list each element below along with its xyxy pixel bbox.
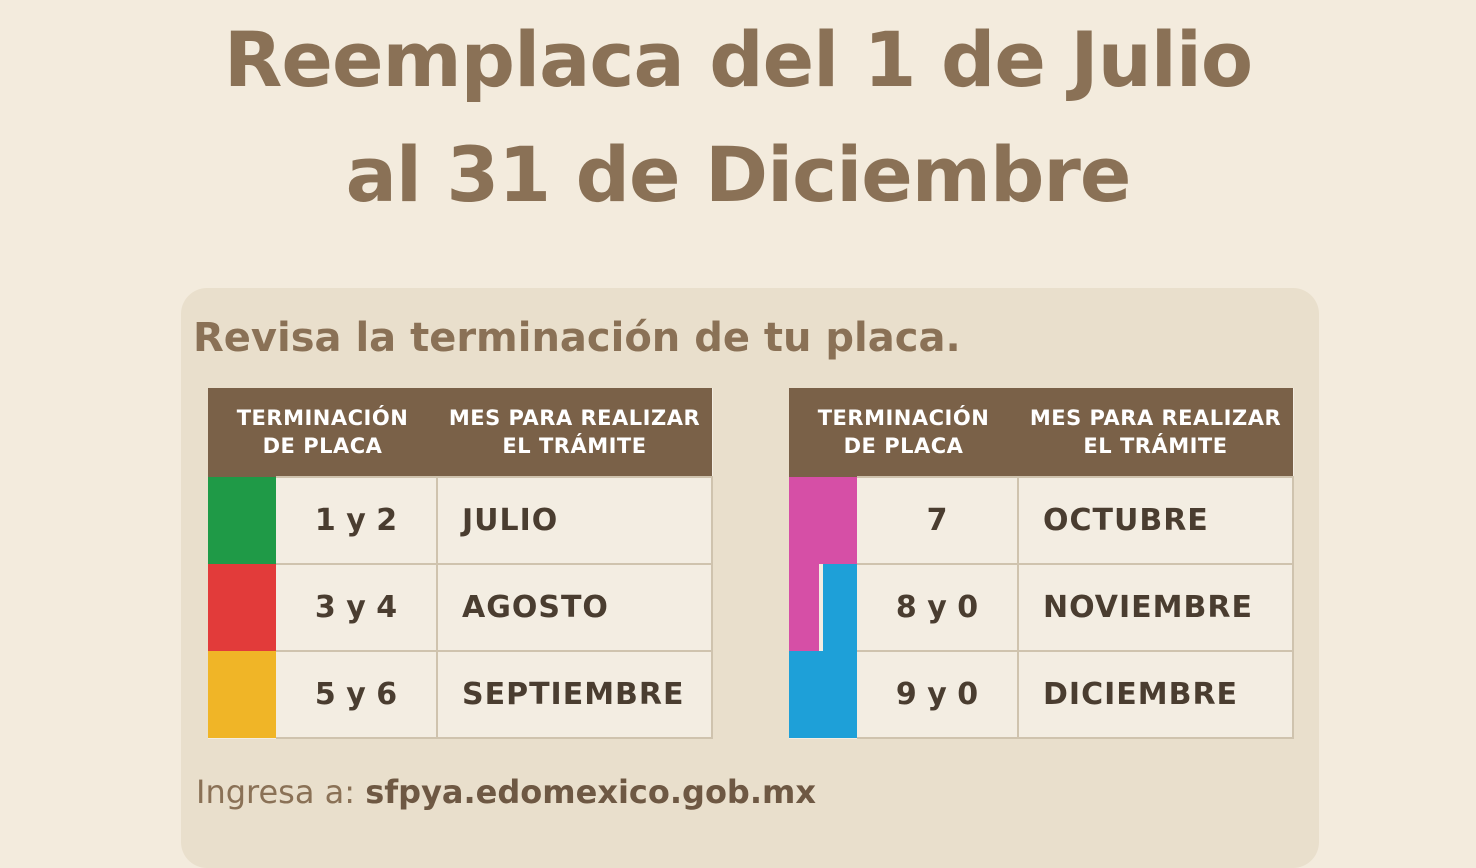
table-row: 7 OCTUBRE	[789, 476, 1294, 565]
color-swatch-part	[789, 564, 819, 651]
month-name: NOVIEMBRE	[1018, 563, 1294, 652]
table-header-row: TERMINACIÓN DE PLACA MES PARA REALIZAR E…	[789, 388, 1293, 477]
month-name: OCTUBRE	[1018, 476, 1294, 565]
month-name: JULIO	[437, 476, 713, 565]
table-row: 5 y 6 SEPTIEMBRE	[208, 650, 713, 739]
header-mes-line2: EL TRÁMITE	[502, 434, 647, 458]
plate-digits: 3 y 4	[276, 563, 438, 652]
plate-digits: 8 y 0	[857, 563, 1019, 652]
header-terminacion-line2: DE PLACA	[843, 434, 964, 458]
header-terminacion-line1: TERMINACIÓN	[817, 406, 990, 430]
title-line-1: Reemplaca del 1 de Julio	[223, 15, 1253, 104]
plate-digits: 9 y 0	[857, 650, 1019, 739]
color-swatch-green	[208, 477, 276, 564]
color-swatch-pink	[789, 477, 857, 564]
plate-digits: 5 y 6	[276, 650, 438, 739]
month-name: DICIEMBRE	[1018, 650, 1294, 739]
footer-prefix: Ingresa a:	[196, 773, 356, 811]
header-mes-line1: MES PARA REALIZAR	[1029, 406, 1282, 430]
header-mes: MES PARA REALIZAR EL TRÁMITE	[437, 388, 712, 477]
month-name: SEPTIEMBRE	[437, 650, 713, 739]
header-terminacion-line2: DE PLACA	[262, 434, 383, 458]
footer-note: Ingresa a: sfpya.edomexico.gob.mx	[196, 776, 816, 808]
color-swatch-yellow	[208, 651, 276, 738]
table-row: 9 y 0 DICIEMBRE	[789, 650, 1294, 739]
color-swatch-red	[208, 564, 276, 651]
table-row: 8 y 0 NOVIEMBRE	[789, 563, 1294, 652]
title-line-2: al 31 de Diciembre	[345, 130, 1132, 219]
header-mes-line2: EL TRÁMITE	[1083, 434, 1228, 458]
color-swatch-part	[823, 564, 857, 651]
header-terminacion: TERMINACIÓN DE PLACA	[208, 388, 437, 477]
table-row: 3 y 4 AGOSTO	[208, 563, 713, 652]
header-mes: MES PARA REALIZAR EL TRÁMITE	[1018, 388, 1293, 477]
plate-table-left: TERMINACIÓN DE PLACA MES PARA REALIZAR E…	[208, 388, 713, 739]
subtitle: Revisa la terminación de tu placa.	[193, 315, 961, 361]
color-swatch-blue	[789, 651, 857, 738]
plate-digits: 1 y 2	[276, 476, 438, 565]
table-row: 1 y 2 JULIO	[208, 476, 713, 565]
month-name: AGOSTO	[437, 563, 713, 652]
plate-table-right: TERMINACIÓN DE PLACA MES PARA REALIZAR E…	[789, 388, 1294, 739]
header-terminacion: TERMINACIÓN DE PLACA	[789, 388, 1018, 477]
color-swatch-pink-blue	[789, 564, 857, 651]
table-header-row: TERMINACIÓN DE PLACA MES PARA REALIZAR E…	[208, 388, 712, 477]
plate-digits: 7	[857, 476, 1019, 565]
header-mes-line1: MES PARA REALIZAR	[448, 406, 701, 430]
header-terminacion-line1: TERMINACIÓN	[236, 406, 409, 430]
footer-url: sfpya.edomexico.gob.mx	[365, 773, 816, 811]
